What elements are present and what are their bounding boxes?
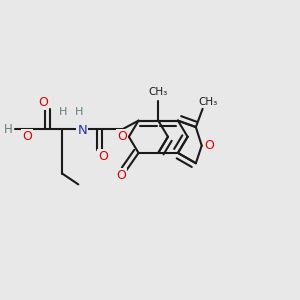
Text: CH₃: CH₃	[148, 87, 168, 98]
Text: H: H	[74, 107, 83, 117]
Text: O: O	[117, 130, 127, 143]
Text: O: O	[204, 139, 214, 152]
Text: H: H	[4, 123, 13, 136]
Text: O: O	[116, 169, 126, 182]
Text: O: O	[22, 130, 32, 143]
Text: O: O	[38, 96, 48, 109]
Text: H: H	[59, 107, 67, 117]
Text: O: O	[98, 150, 108, 163]
Text: N: N	[77, 124, 87, 137]
Text: CH₃: CH₃	[198, 97, 218, 106]
